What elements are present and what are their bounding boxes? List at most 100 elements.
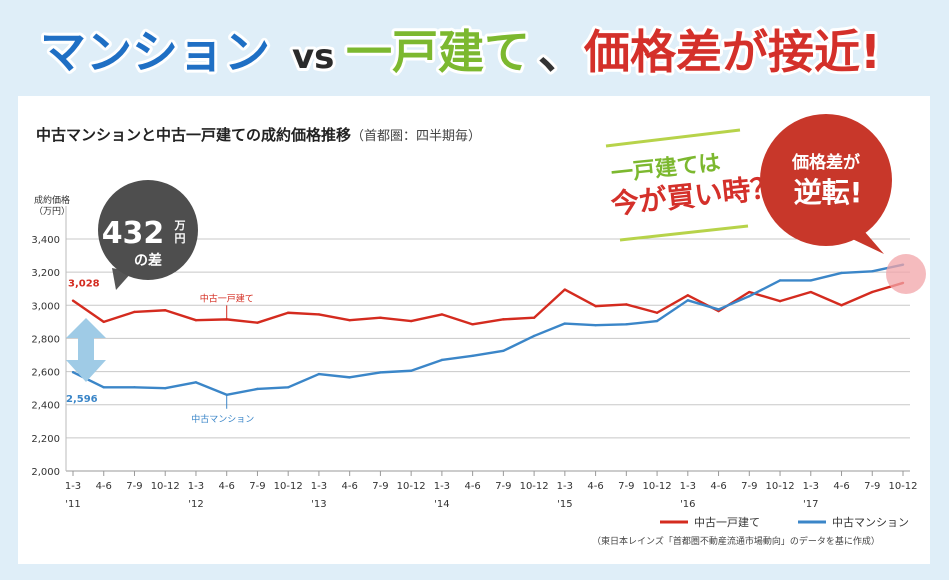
difference-unit-man: 万 xyxy=(174,219,186,232)
house-first-value: 3,028 xyxy=(68,279,100,290)
x-year-label: '17 xyxy=(803,499,818,510)
x-tick-label: 1-3 xyxy=(65,481,81,492)
data-point xyxy=(502,349,505,353)
x-tick-label: 4-6 xyxy=(833,481,849,492)
data-point xyxy=(686,299,690,302)
x-year-label: '13 xyxy=(311,499,326,510)
difference-value: 432 xyxy=(102,216,165,251)
data-point xyxy=(594,304,597,308)
data-point xyxy=(809,279,812,282)
mansion-series-label: 中古マンション xyxy=(191,413,254,425)
data-point xyxy=(532,334,536,338)
data-point xyxy=(840,304,843,307)
chart-title-main: 中古マンションと中古一戸建ての成約価格推移 xyxy=(36,126,352,144)
data-point xyxy=(102,320,105,324)
difference-arrow-icon xyxy=(66,318,106,382)
data-point xyxy=(778,299,782,303)
data-point xyxy=(655,319,659,323)
data-point xyxy=(286,386,290,389)
data-point xyxy=(317,313,321,316)
reversal-line2: 逆転! xyxy=(794,176,863,209)
series-line-mansion xyxy=(72,263,904,396)
x-tick-label: 10-12 xyxy=(151,481,180,492)
data-point xyxy=(348,376,351,379)
reversal-line1: 価格差が xyxy=(791,152,860,173)
x-year-label: '12 xyxy=(188,499,203,510)
y-tick-label: 2,000 xyxy=(31,467,60,478)
x-tick-label: 7-9 xyxy=(372,481,388,492)
x-tick-label: 1-3 xyxy=(557,481,573,492)
data-point xyxy=(133,310,136,314)
x-tick-label: 1-3 xyxy=(803,481,819,492)
x-tick-label: 10-12 xyxy=(766,481,795,492)
x-tick-label: 4-6 xyxy=(341,481,357,492)
data-point xyxy=(409,319,413,323)
house-series-label: 中古一戸建て xyxy=(200,292,254,304)
x-tick-label: 10-12 xyxy=(397,481,426,492)
data-point xyxy=(840,271,843,275)
data-point xyxy=(686,294,690,297)
data-point xyxy=(194,319,198,322)
y-tick-label: 2,400 xyxy=(31,401,60,412)
legend-mansion: 中古マンション xyxy=(832,516,909,529)
x-tick-label: 7-9 xyxy=(864,481,880,492)
data-point xyxy=(256,321,259,324)
data-point xyxy=(471,354,474,358)
data-point xyxy=(256,387,259,391)
headline-part1: マンション xyxy=(40,25,270,79)
x-tick-label: 4-6 xyxy=(96,481,112,492)
x-tick-label: 1-3 xyxy=(680,481,696,492)
difference-bubble: 432 万 円 の差 xyxy=(98,180,198,290)
crossover-highlight xyxy=(886,254,926,294)
headline-vs: vs xyxy=(292,37,334,77)
y-tick-label: 3,200 xyxy=(31,268,60,279)
data-point xyxy=(717,308,720,311)
chart-title: 中古マンションと中古一戸建ての成約価格推移（首都圏：四半期毎） xyxy=(36,124,481,145)
data-point xyxy=(655,311,659,314)
data-point xyxy=(317,372,321,376)
x-tick-label: 10-12 xyxy=(643,481,672,492)
x-tick-label: 7-9 xyxy=(249,481,265,492)
data-point xyxy=(102,386,105,389)
data-point xyxy=(440,358,444,362)
x-tick-label: 10-12 xyxy=(274,481,303,492)
data-point xyxy=(71,299,75,302)
legend: 中古一戸建て 中古マンション xyxy=(660,515,909,529)
x-tick-label: 7-9 xyxy=(741,481,757,492)
data-point xyxy=(379,316,382,319)
x-tick-label: 7-9 xyxy=(126,481,142,492)
data-point xyxy=(471,323,474,326)
y-axis-label: 成約価格 （万円） xyxy=(34,196,71,217)
data-point xyxy=(778,279,782,282)
x-tick-label: 1-3 xyxy=(188,481,204,492)
data-point xyxy=(625,323,628,326)
y-tick-label: 2,200 xyxy=(31,434,60,445)
x-tick-label: 1-3 xyxy=(311,481,327,492)
y-tick-label: 3,400 xyxy=(31,235,60,246)
x-tick-label: 4-6 xyxy=(587,481,603,492)
y-tick-label: 3,000 xyxy=(31,301,60,312)
headline-part3: 価格差が接近! xyxy=(583,25,881,79)
data-point xyxy=(133,386,136,389)
data-point xyxy=(871,270,874,273)
x-year-label: '11 xyxy=(65,499,80,510)
x-tick-label: 4-6 xyxy=(464,481,480,492)
series-line-house xyxy=(72,281,904,326)
headline-comma: 、 xyxy=(538,25,584,79)
y-tick-label: 2,800 xyxy=(31,334,60,345)
data-point xyxy=(194,381,198,384)
data-point xyxy=(748,290,751,294)
x-tick-label: 7-9 xyxy=(495,481,511,492)
data-point xyxy=(502,318,505,321)
difference-suffix: の差 xyxy=(134,252,162,269)
data-point xyxy=(71,371,75,374)
reversal-bubble: 価格差が 逆転! xyxy=(760,114,892,254)
data-point xyxy=(871,290,874,294)
y-tick-label: 2,600 xyxy=(31,368,60,379)
data-point xyxy=(563,322,567,325)
mansion-first-value: 2,596 xyxy=(66,394,98,405)
x-year-label: '15 xyxy=(557,499,572,510)
x-year-label: '14 xyxy=(434,499,449,510)
x-tick-label: 7-9 xyxy=(618,481,634,492)
